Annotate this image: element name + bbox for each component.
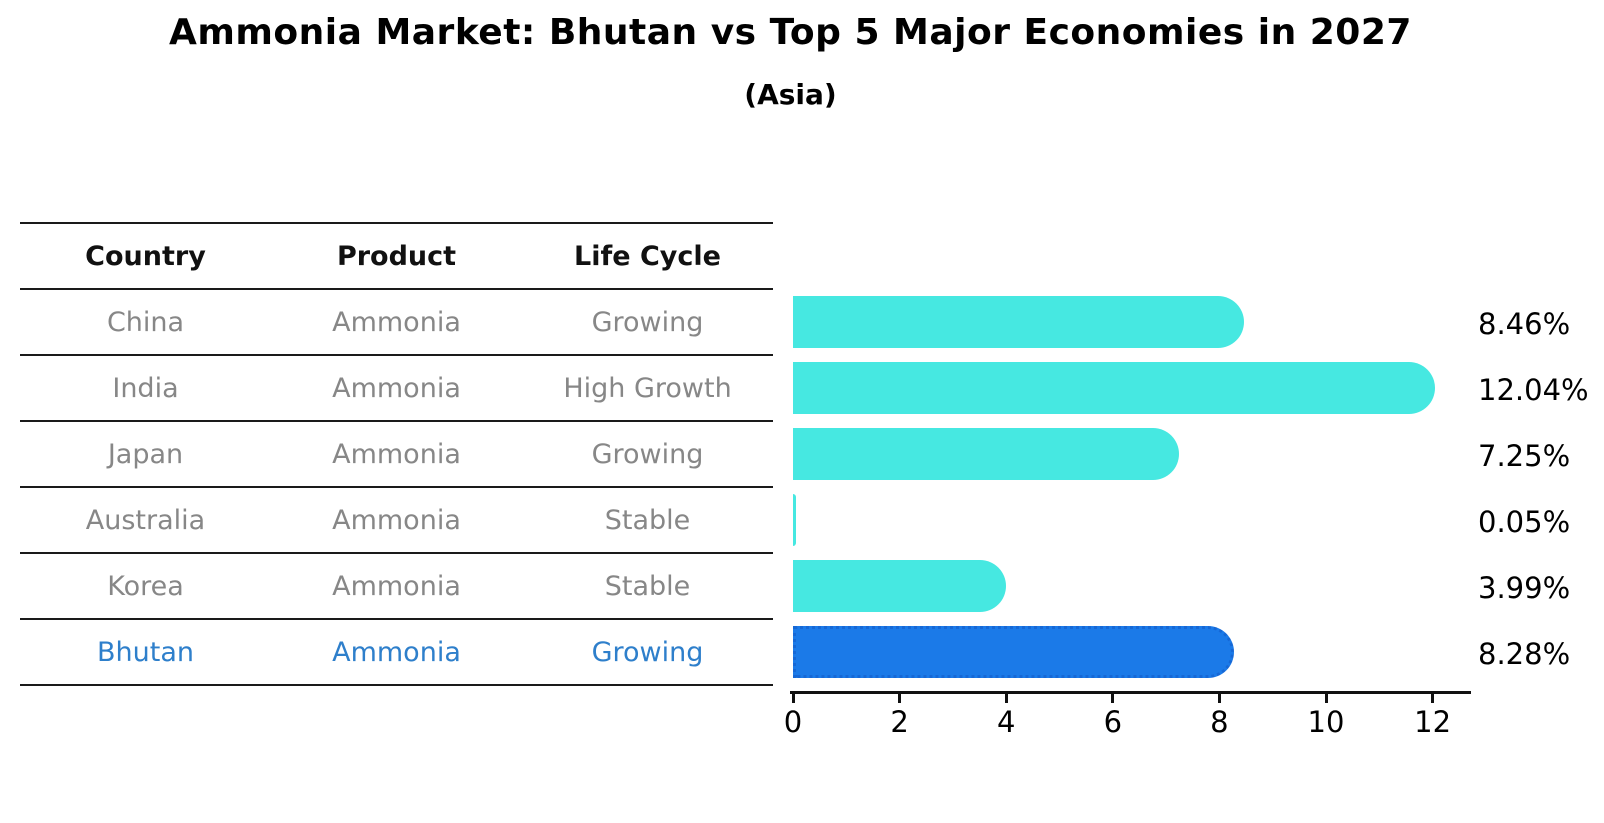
x-tick-label: 0 bbox=[783, 705, 803, 739]
cell-product: Ammonia bbox=[332, 306, 461, 338]
x-tick-mark bbox=[1431, 694, 1435, 703]
cell-country: Australia bbox=[85, 504, 206, 536]
bar-value-label-korea: 3.99% bbox=[1478, 571, 1571, 605]
bar-india bbox=[793, 362, 1435, 414]
cell-product: Ammonia bbox=[332, 636, 461, 668]
bar-bhutan bbox=[793, 626, 1235, 678]
bar-value-label-india: 12.04% bbox=[1478, 373, 1589, 407]
cell-product: Ammonia bbox=[332, 372, 461, 404]
data-table: Country Product Life Cycle China Ammonia G… bbox=[20, 222, 773, 686]
cell-lifecycle: Stable bbox=[604, 570, 691, 602]
x-tick-label: 6 bbox=[1103, 705, 1123, 739]
bar-value-label-bhutan: 8.28% bbox=[1478, 637, 1571, 671]
table-row-australia: Australia Ammonia Stable bbox=[20, 488, 773, 554]
x-tick-label: 4 bbox=[996, 705, 1016, 739]
column-header-country: Country bbox=[85, 240, 206, 272]
table-row-bhutan: Bhutan Ammonia Growing bbox=[20, 620, 773, 686]
cell-lifecycle: Growing bbox=[591, 438, 704, 470]
x-tick-mark bbox=[1217, 694, 1221, 703]
cell-country: Bhutan bbox=[97, 636, 194, 668]
cell-lifecycle: Growing bbox=[591, 636, 704, 668]
cell-product: Ammonia bbox=[332, 504, 461, 536]
chart-subtitle: (Asia) bbox=[744, 78, 837, 111]
cell-lifecycle: Growing bbox=[591, 306, 704, 338]
column-header-lifecycle: Life Cycle bbox=[574, 240, 721, 272]
bar-japan bbox=[793, 428, 1180, 480]
bar-china bbox=[793, 296, 1244, 348]
table-row-china: China Ammonia Growing bbox=[20, 290, 773, 356]
cell-product: Ammonia bbox=[332, 438, 461, 470]
bar-value-label-japan: 7.25% bbox=[1478, 439, 1571, 473]
cell-lifecycle: High Growth bbox=[563, 372, 732, 404]
x-tick-label: 10 bbox=[1307, 705, 1345, 739]
cell-country: Japan bbox=[107, 438, 184, 470]
table-row-japan: Japan Ammonia Growing bbox=[20, 422, 773, 488]
table-body: China Ammonia Growing India Ammonia High Grow… bbox=[20, 290, 773, 686]
bar-australia bbox=[793, 494, 796, 546]
x-tick-mark bbox=[1004, 694, 1008, 703]
column-header-product: Product bbox=[336, 240, 457, 272]
bar-value-label-australia: 0.05% bbox=[1478, 505, 1571, 539]
x-tick-mark bbox=[898, 694, 902, 703]
x-tick-mark bbox=[1324, 694, 1328, 703]
cell-product: Ammonia bbox=[332, 570, 461, 602]
table-header-row: Country Product Life Cycle bbox=[20, 224, 773, 290]
bar-korea bbox=[793, 560, 1006, 612]
x-axis-line bbox=[790, 691, 1471, 694]
cell-country: Korea bbox=[107, 570, 184, 602]
bar-value-label-china: 8.46% bbox=[1478, 307, 1571, 341]
cell-country: India bbox=[112, 372, 179, 404]
table-row-korea: Korea Ammonia Stable bbox=[20, 554, 773, 620]
chart-title: Ammonia Market: Bhutan vs Top 5 Major Ec… bbox=[169, 12, 1412, 53]
table-row-india: India Ammonia High Growth bbox=[20, 356, 773, 422]
x-tick-mark bbox=[1111, 694, 1115, 703]
cell-lifecycle: Stable bbox=[604, 504, 691, 536]
x-tick-label: 12 bbox=[1414, 705, 1452, 739]
cell-country: China bbox=[106, 306, 185, 338]
x-tick-label: 2 bbox=[890, 705, 909, 739]
x-tick-label: 8 bbox=[1210, 705, 1229, 739]
x-tick-mark bbox=[791, 694, 795, 703]
